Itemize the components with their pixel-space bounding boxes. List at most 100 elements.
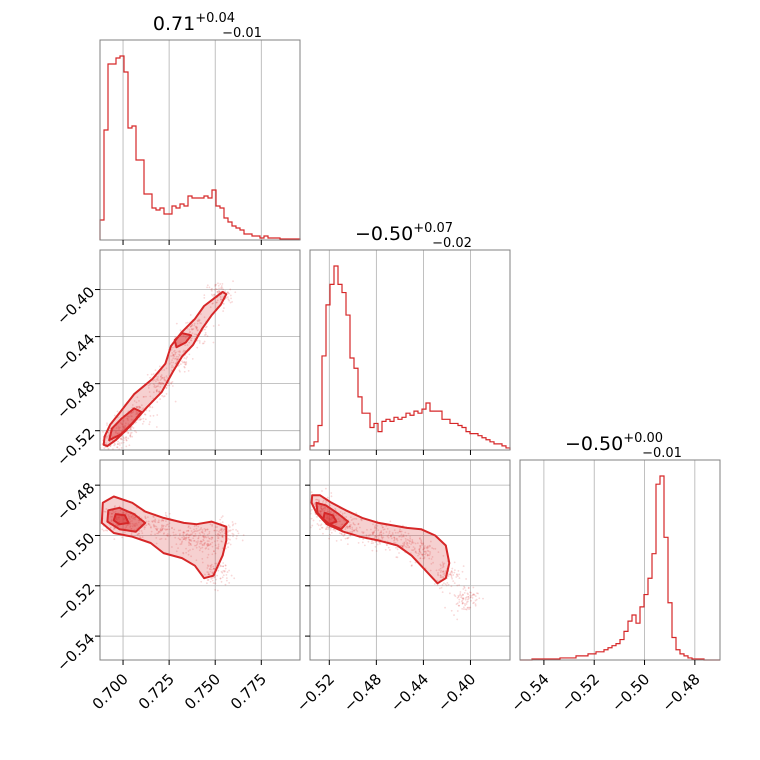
sample-point [319, 510, 322, 513]
sample-point [120, 442, 123, 444]
sample-point [398, 535, 401, 538]
sample-point [324, 508, 327, 510]
sample-point [421, 544, 423, 547]
sample-point [351, 528, 354, 531]
sample-point [461, 593, 464, 596]
sample-point [153, 516, 155, 518]
sample-point [211, 287, 213, 290]
sample-point [211, 571, 214, 574]
sample-point [349, 531, 352, 533]
sample-point [212, 302, 214, 305]
y-tick-label: −0.44 [53, 330, 98, 375]
sample-point [116, 446, 119, 449]
sample-point [200, 542, 203, 545]
sample-point [207, 544, 210, 547]
sample-point [211, 572, 214, 575]
sample-point [145, 524, 148, 527]
sample-point [419, 557, 422, 560]
sample-point [196, 339, 199, 342]
sample-point [102, 529, 105, 532]
sample-point [195, 530, 198, 533]
sample-point [157, 531, 160, 533]
sample-point [225, 573, 228, 576]
panel-content [100, 495, 245, 592]
x-tick-label: −0.48 [658, 670, 703, 715]
sample-point [189, 534, 192, 537]
sample-point [170, 355, 173, 357]
sample-point [220, 540, 223, 543]
sample-point [128, 517, 130, 520]
sample-point [373, 527, 376, 529]
sample-point [160, 383, 162, 386]
sample-point [408, 540, 411, 542]
sample-point [159, 375, 162, 378]
sample-point [161, 518, 164, 521]
sample-point [136, 524, 138, 526]
sample-point [163, 532, 165, 535]
sample-point [457, 596, 460, 598]
sample-point [447, 575, 450, 577]
sample-point [214, 285, 217, 287]
sample-point [134, 430, 136, 432]
sample-point [437, 573, 439, 576]
sample-point [124, 531, 126, 534]
sample-point [203, 533, 206, 535]
x-tick-label: −0.52 [293, 670, 338, 715]
sample-point [153, 384, 156, 387]
sample-point [204, 331, 207, 334]
sample-point [182, 552, 185, 555]
sample-point [184, 363, 187, 366]
sample-point [414, 551, 417, 553]
sample-point [413, 548, 416, 551]
sample-point [402, 534, 405, 536]
sample-point [189, 331, 192, 333]
sample-point [214, 526, 217, 528]
sample-point [461, 597, 464, 600]
sample-point [420, 541, 422, 544]
sample-point [150, 533, 152, 536]
sample-point [199, 540, 202, 543]
sample-point [157, 519, 160, 522]
sample-point [332, 512, 335, 514]
sample-point [193, 535, 195, 537]
sample-point [206, 579, 209, 582]
sample-point [135, 406, 138, 408]
sample-point [218, 290, 220, 292]
sample-point [125, 439, 128, 441]
sample-point [422, 542, 425, 545]
sample-point [372, 531, 375, 534]
sample-point [164, 538, 167, 540]
sample-point [211, 579, 214, 582]
sample-point [174, 353, 177, 356]
sample-point [183, 357, 186, 359]
sample-point [380, 533, 383, 536]
sample-point [221, 534, 224, 537]
sample-point [181, 540, 184, 543]
sample-point [345, 526, 347, 529]
sample-point [208, 573, 211, 576]
sample-point [119, 426, 121, 429]
sample-point [472, 593, 475, 596]
x-tick-label: 0.725 [135, 670, 178, 713]
sample-point [444, 606, 446, 609]
sample-point [328, 517, 330, 520]
sample-point [214, 284, 217, 286]
sample-point [201, 529, 204, 531]
sample-point [467, 595, 470, 598]
sample-point [204, 547, 207, 550]
sample-point [188, 539, 191, 541]
sample-point [161, 377, 164, 379]
sample-point [432, 561, 434, 564]
sample-point [157, 390, 160, 393]
y-tick-label: −0.52 [53, 579, 98, 624]
sample-point [173, 349, 176, 352]
sample-point [407, 546, 410, 549]
sample-point [319, 524, 322, 527]
sample-point [196, 326, 198, 329]
histogram-step [99, 55, 301, 240]
sample-point [182, 551, 185, 554]
sample-point [135, 413, 137, 416]
sample-point [394, 531, 397, 534]
sample-point [208, 286, 211, 289]
sample-point [203, 528, 206, 530]
